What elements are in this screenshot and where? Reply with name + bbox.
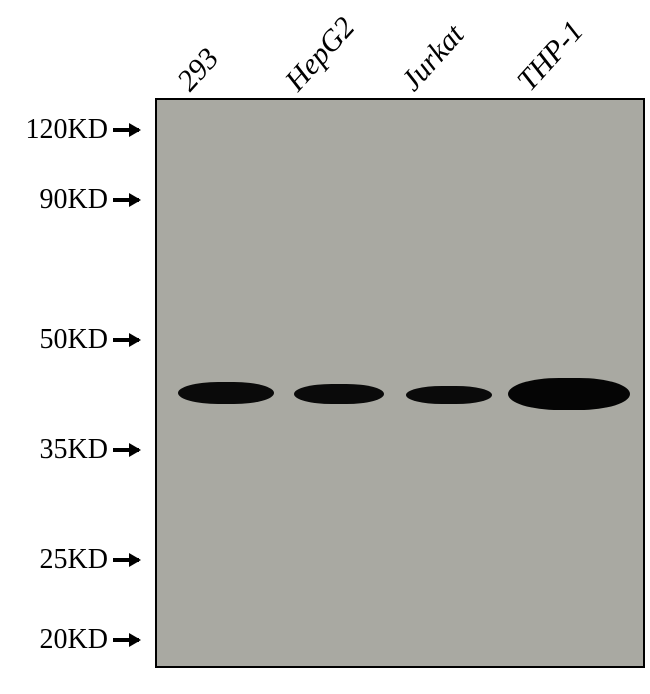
- mw-label-90: 90KD: [0, 184, 108, 216]
- mw-arrow-90: [113, 198, 139, 202]
- band-hepg2: [294, 384, 384, 404]
- mw-label-50: 50KD: [0, 324, 108, 356]
- band-thp1: [508, 378, 630, 410]
- mw-label-120: 120KD: [0, 114, 108, 146]
- mw-label-35: 35KD: [0, 434, 108, 466]
- band-jurkat: [406, 386, 492, 404]
- figure-container: 120KD 90KD 50KD 35KD 25KD 20KD 293 HepG2…: [0, 0, 650, 694]
- mw-arrow-35: [113, 448, 139, 452]
- mw-arrow-120: [113, 128, 139, 132]
- lane-label-hepg2: HepG2: [279, 11, 362, 98]
- mw-label-20: 20KD: [0, 624, 108, 656]
- mw-arrow-50: [113, 338, 139, 342]
- lane-label-jurkat: Jurkat: [395, 18, 472, 98]
- mw-arrow-25: [113, 558, 139, 562]
- band-293: [178, 382, 274, 404]
- mw-label-25: 25KD: [0, 544, 108, 576]
- lane-label-293: 293: [171, 42, 226, 98]
- mw-arrow-20: [113, 638, 139, 642]
- lane-label-thp1: THP-1: [511, 15, 591, 98]
